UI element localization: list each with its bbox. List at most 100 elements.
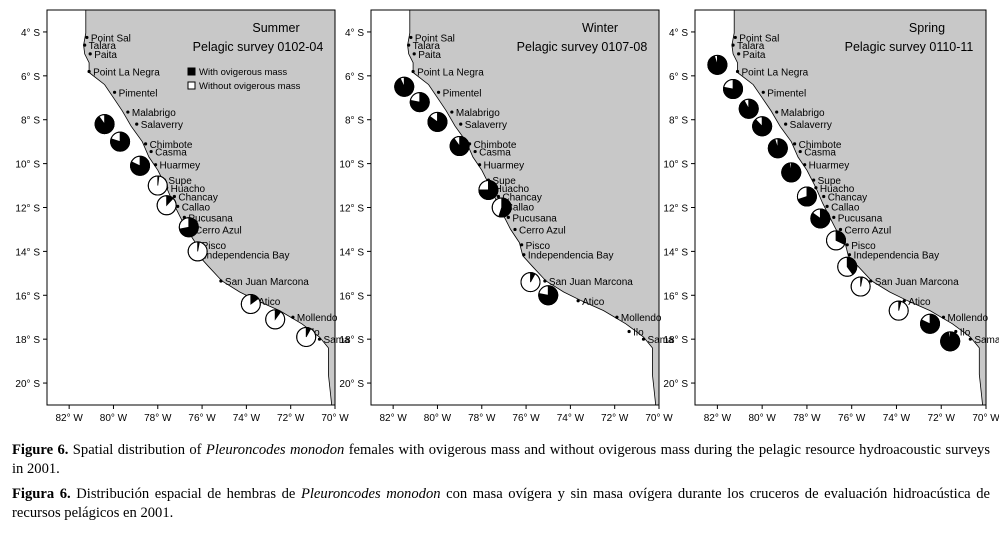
lat-tick-label: 18° S [663,335,688,346]
town-label: Pucusana [188,213,233,224]
town-marker [627,329,631,334]
pie-chart [394,76,415,97]
town-label: Huarmey [160,161,201,172]
town-marker [941,315,946,319]
town-marker [176,204,180,209]
town-marker [172,194,176,199]
map-panel-winter: 4° S 6° S 8° S 10° S 12° S 14° S 16° S 18° S 20°… [339,9,674,424]
pie-chart [449,136,470,157]
town-marker [506,215,510,219]
pie-chart [156,195,177,216]
town-label: Cerro Azul [195,225,242,236]
land-area [83,10,335,405]
legend-label-with: With ovigerous mass [199,67,287,78]
town-label: Salaverry [790,120,832,131]
pie-outline [767,138,788,159]
town-marker [317,337,322,341]
lon-tick-label: 80° W [100,413,128,424]
lon-tick-label: 76° W [188,413,216,424]
town-marker [522,253,526,257]
pie-chart [723,79,744,99]
town-label: Salaverry [465,120,507,131]
town-marker [825,204,829,209]
lon-tick-label: 74° W [233,413,261,424]
lat-tick-label: 6° S [669,72,688,83]
town-marker [143,142,148,146]
town-label: Sama [974,335,999,346]
pie-outline [394,76,415,97]
pie-chart [767,138,788,159]
pie-outline [478,179,499,200]
pie-chart [781,162,802,183]
lat-tick-label: 4° S [21,28,40,39]
lat-tick-label: 16° S [663,291,688,302]
town-marker [869,279,873,283]
lon-tick-label: 74° W [557,413,585,424]
town-label: Point La Negra [93,67,160,78]
pie-chart [738,98,759,119]
town-label: Paita [743,50,766,61]
town-label: Huarmey [484,161,525,172]
pie-outline [538,285,559,306]
pie-outline [409,92,430,113]
season-title: Spring [909,21,945,35]
lat-tick-label: 16° S [15,291,40,302]
town-label: Huarmey [809,161,850,172]
town-marker [793,142,797,146]
town-label: Point Sal [739,33,779,44]
pie-chart [491,197,512,218]
town-marker [459,122,463,126]
pie-outline [449,136,470,157]
town-marker [737,52,741,56]
town-marker [87,69,91,74]
species-name-es: Pleuroncodes monodon [300,486,441,502]
lat-tick-label: 12° S [663,204,688,215]
town-label: Ilo [633,327,644,338]
town-marker [845,243,849,247]
pie-outline [850,276,871,297]
pie-outline [147,175,168,196]
town-marker [409,35,413,40]
lat-tick-label: 20° S [339,379,364,390]
town-marker [88,52,92,56]
lon-tick-label: 82° W [55,413,83,424]
lat-tick-label: 14° S [663,247,688,258]
town-label: Malabrigo [132,108,176,119]
town-label: Point La Negra [417,67,484,78]
lat-tick-label: 8° S [21,116,40,127]
legend-swatch-with [187,67,196,76]
town-label: Independencia Bay [528,251,614,262]
town-label: Independencia Bay [204,251,290,262]
pie-outline [187,241,208,262]
town-marker [968,337,972,341]
town-label: Supe [168,176,192,187]
town-marker [411,69,415,74]
pie-outline [110,131,131,152]
town-label: Talara [413,41,441,52]
town-label: Mollendo [621,313,662,324]
caption-es-text-2: con masa ovígera y sin masa ovígera dura… [12,486,990,521]
pie-chart [707,54,728,75]
pie-chart [538,285,559,306]
town-marker [291,315,295,319]
pie-chart [187,241,208,262]
pie-chart [810,208,831,229]
pie-outline [920,313,941,334]
lon-tick-label: 78° W [144,413,172,424]
town-marker [513,227,517,232]
town-marker [761,90,765,94]
town-marker [812,178,816,182]
pie-chart [110,131,131,152]
town-label: Salaverry [141,120,183,131]
pie-outline [491,197,512,218]
lat-tick-label: 18° S [15,335,40,346]
lat-tick-label: 10° S [663,160,688,171]
town-label: Callao [182,202,211,213]
pie-chart [478,179,499,200]
pie-outline [738,98,759,119]
lon-tick-label: 78° W [468,413,496,424]
town-label: Casma [479,148,511,159]
caption-en-text-1: Spatial distribution of [68,442,206,458]
town-marker [838,227,843,232]
lon-tick-label: 74° W [883,413,911,424]
